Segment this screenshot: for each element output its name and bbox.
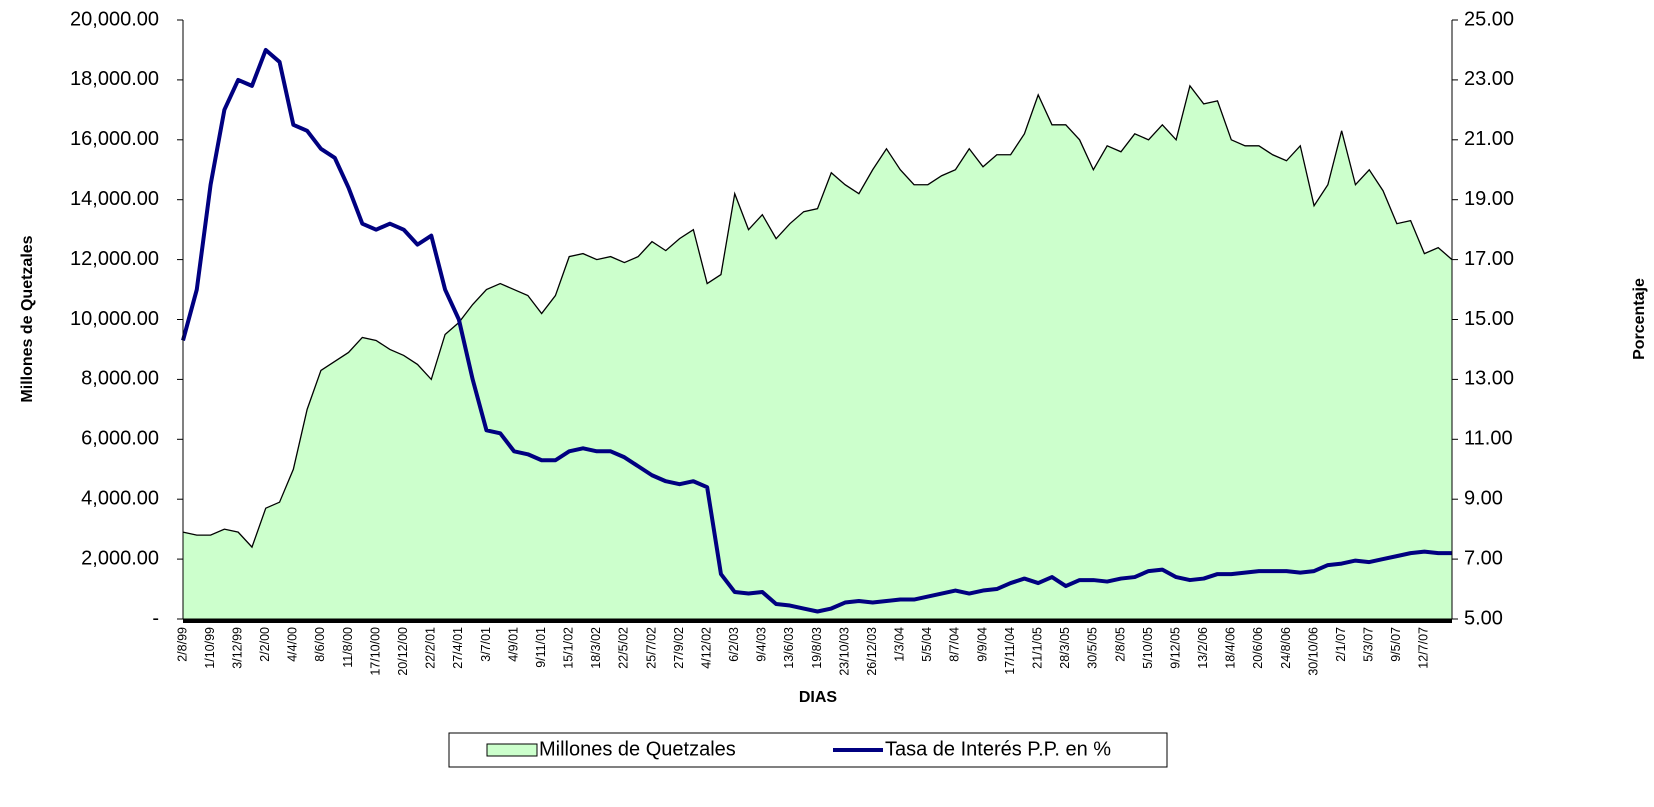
y-tick-label: 8,000.00 bbox=[81, 368, 159, 390]
x-tick-label: 9/12/05 bbox=[1168, 627, 1182, 669]
x-tick-label: 22/2/01 bbox=[424, 627, 438, 669]
x-tick-label: 1/3/04 bbox=[893, 627, 907, 662]
x-axis-title: DIAS bbox=[799, 689, 838, 706]
y-tick-label: 12,000.00 bbox=[70, 248, 159, 270]
y-tick-label: 18,000.00 bbox=[70, 68, 159, 90]
legend-label: Millones de Quetzales bbox=[539, 738, 736, 760]
x-tick-label: 2/1/07 bbox=[1334, 627, 1348, 662]
x-tick-label: 5/3/07 bbox=[1362, 627, 1376, 662]
x-tick-label: 2/8/99 bbox=[175, 627, 189, 662]
y2-tick-label: 17.00 bbox=[1464, 248, 1514, 270]
y-axis-title: Millones de Quetzales bbox=[19, 235, 36, 402]
y-tick-label: 2,000.00 bbox=[81, 547, 159, 569]
x-tick-label: 11/8/00 bbox=[341, 627, 355, 668]
y-tick-label: 14,000.00 bbox=[70, 188, 159, 210]
x-tick-label: 8/7/04 bbox=[948, 627, 962, 662]
y2-tick-label: 13.00 bbox=[1464, 368, 1514, 390]
x-tick-label: 9/9/04 bbox=[975, 627, 989, 662]
x-tick-label: 23/10/03 bbox=[837, 627, 851, 676]
x-tick-label: 9/5/07 bbox=[1389, 627, 1403, 662]
y-tick-label: 4,000.00 bbox=[81, 487, 159, 509]
x-tick-label: 6/2/03 bbox=[727, 627, 741, 662]
x-tick-label: 2/2/00 bbox=[258, 627, 272, 662]
x-tick-label: 27/9/02 bbox=[672, 627, 686, 669]
y2-axis-title: Porcentaje bbox=[1631, 278, 1648, 360]
y2-tick-label: 7.00 bbox=[1464, 547, 1503, 569]
x-tick-label: 17/10/00 bbox=[368, 627, 382, 676]
x-tick-label: 4/12/02 bbox=[699, 627, 713, 669]
y2-tick-label: 5.00 bbox=[1464, 607, 1503, 629]
x-tick-label: 13/6/03 bbox=[782, 627, 796, 669]
x-tick-label: 8/6/00 bbox=[313, 627, 327, 662]
y2-tick-label: 23.00 bbox=[1464, 68, 1514, 90]
x-tick-label: 9/11/01 bbox=[534, 627, 548, 668]
x-tick-label: 9/4/03 bbox=[755, 627, 769, 662]
x-tick-label: 30/10/06 bbox=[1306, 627, 1320, 676]
legend-swatch bbox=[486, 743, 538, 757]
y-tick-label: 10,000.00 bbox=[70, 308, 159, 330]
x-tick-label: 17/11/04 bbox=[1003, 627, 1017, 675]
x-tick-label: 21/1/05 bbox=[1030, 627, 1044, 669]
y-tick-label: 16,000.00 bbox=[70, 128, 159, 150]
x-tick-label: 18/3/02 bbox=[589, 627, 603, 669]
y2-tick-label: 11.00 bbox=[1464, 428, 1513, 450]
x-tick-label: 5/5/04 bbox=[920, 627, 934, 662]
y-tick-label: 6,000.00 bbox=[81, 428, 159, 450]
x-tick-label: 19/8/03 bbox=[810, 627, 824, 669]
area-edge bbox=[182, 84, 1453, 549]
x-tick-label: 4/9/01 bbox=[506, 627, 520, 662]
legend-label: Tasa de Interés P.P. en % bbox=[885, 738, 1111, 760]
x-tick-label: 3/7/01 bbox=[479, 627, 493, 662]
x-tick-label: 22/5/02 bbox=[617, 627, 631, 669]
x-tick-label: 25/7/02 bbox=[644, 627, 658, 669]
area-fill bbox=[183, 85, 1452, 619]
x-tick-label: 27/4/01 bbox=[451, 627, 465, 669]
legend-box bbox=[448, 732, 1168, 768]
x-tick-label: 12/7/07 bbox=[1417, 627, 1431, 669]
y2-tick-label: 15.00 bbox=[1464, 308, 1514, 330]
y-tick-label: - bbox=[152, 607, 159, 629]
x-tick-label: 20/12/00 bbox=[396, 627, 410, 676]
x-tick-label: 18/4/06 bbox=[1224, 627, 1238, 669]
x-tick-label: 3/12/99 bbox=[230, 627, 244, 669]
y2-tick-label: 19.00 bbox=[1464, 188, 1514, 210]
x-tick-label: 2/8/05 bbox=[1113, 627, 1127, 662]
x-tick-label: 5/10/05 bbox=[1141, 627, 1155, 669]
x-tick-label: 20/6/06 bbox=[1251, 627, 1265, 669]
y2-tick-label: 9.00 bbox=[1464, 487, 1503, 509]
x-tick-label: 30/5/05 bbox=[1086, 627, 1100, 669]
line bbox=[181, 47, 1452, 614]
x-axis-tick-band bbox=[183, 619, 1452, 623]
x-tick-label: 26/12/03 bbox=[865, 627, 879, 676]
y2-tick-label: 25.00 bbox=[1464, 8, 1514, 30]
y2-tick-label: 21.00 bbox=[1464, 128, 1514, 150]
x-tick-label: 15/1/02 bbox=[562, 627, 576, 669]
x-tick-label: 28/3/05 bbox=[1058, 627, 1072, 669]
x-tick-label: 24/8/06 bbox=[1279, 627, 1293, 669]
x-tick-label: 4/4/00 bbox=[286, 627, 300, 662]
x-tick-label: 1/10/99 bbox=[203, 627, 217, 669]
y-tick-label: 20,000.00 bbox=[70, 8, 159, 30]
x-tick-label: 13/2/06 bbox=[1196, 627, 1210, 669]
